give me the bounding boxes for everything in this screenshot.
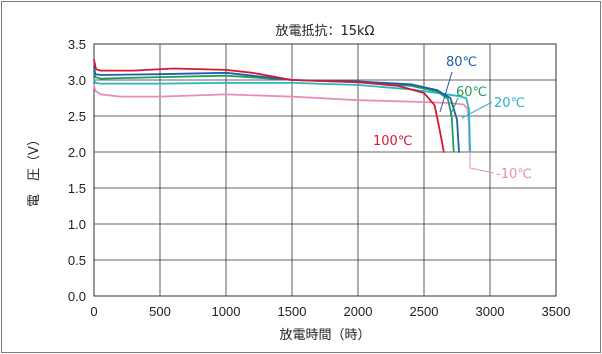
grid — [94, 44, 556, 296]
x-tick-label: 0 — [90, 304, 97, 319]
series-line-4 — [93, 58, 445, 153]
series-label: 100℃ — [373, 134, 412, 149]
series-label: -10℃ — [496, 167, 532, 182]
x-tick-label: 2500 — [410, 304, 439, 319]
x-tick-label: 1500 — [278, 304, 307, 319]
series-label: 60℃ — [456, 85, 487, 100]
chart-title: 放電抵抗：15kΩ — [275, 24, 374, 39]
x-tick-label: 1000 — [212, 304, 241, 319]
y-tick-label: 0.0 — [68, 289, 86, 304]
series-leader-line — [469, 152, 495, 174]
y-tick-label: 1.5 — [68, 181, 86, 196]
series-leader-line — [449, 97, 459, 117]
x-tick-label: 3500 — [542, 304, 571, 319]
x-tick-label: 3000 — [476, 304, 505, 319]
y-tick-label: 3.0 — [68, 73, 86, 88]
series-group — [93, 58, 472, 153]
y-tick-label: 1.0 — [68, 217, 86, 232]
x-tick-label: 500 — [149, 304, 171, 319]
series-label: 80℃ — [446, 55, 477, 70]
series-line-0 — [93, 84, 471, 153]
x-axis-label: 放電時間（時） — [279, 328, 370, 343]
series-leader-line — [461, 101, 493, 119]
x-tick-label: 2000 — [344, 304, 373, 319]
series-labels: -10℃ 20℃ 60℃ 80℃ 100℃ — [373, 55, 532, 182]
y-tick-label: 2.0 — [68, 145, 86, 160]
y-tick-label: 3.5 — [68, 37, 86, 52]
y-tick-label: 2.5 — [68, 109, 86, 124]
series-leader-line — [439, 71, 453, 113]
series-line-1 — [93, 79, 472, 153]
series-label: 20℃ — [494, 96, 525, 111]
tick-labels: 0 500 1000 1500 2000 2500 3000 3500 0.0 0.5 1.0 1.5… — [68, 37, 571, 319]
y-axis-label: 電 圧（V） — [27, 133, 42, 207]
y-tick-label: 0.5 — [68, 253, 86, 268]
